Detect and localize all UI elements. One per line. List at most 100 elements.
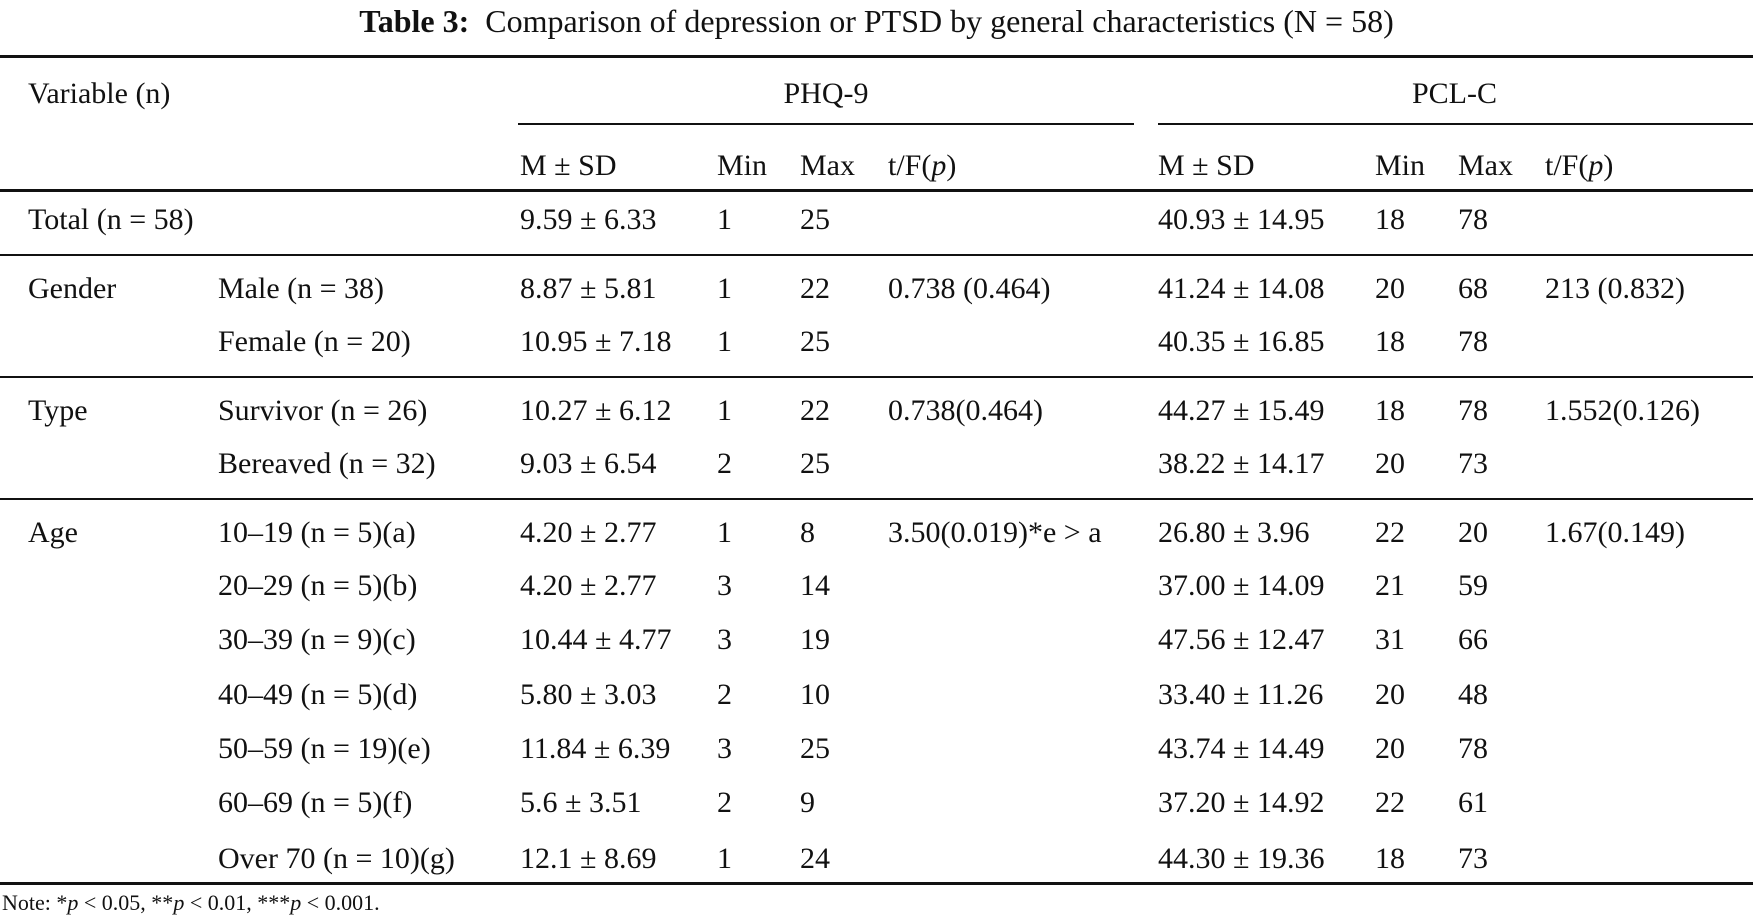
phq-max-cell: 9 <box>800 786 815 819</box>
phq-msd-cell: 10.95 ± 7.18 <box>520 325 672 358</box>
phq-min-cell: 3 <box>717 732 732 765</box>
pcl-max-cell: 73 <box>1458 842 1488 875</box>
tf-text: ) <box>1603 149 1614 182</box>
phq-max-cell: 25 <box>800 203 830 236</box>
pcl-tf-cell: 1.552(0.126) <box>1545 394 1700 427</box>
phq-min-cell: 3 <box>717 569 732 602</box>
pcl-min-cell: 20 <box>1375 272 1405 305</box>
tf-text: ) <box>946 149 957 182</box>
table-label: Table 3: <box>359 3 470 39</box>
pcl-header-max: Max <box>1458 149 1513 182</box>
row-subgroup: 20–29 (n = 5)(b) <box>218 569 418 602</box>
row-category: Type <box>28 394 88 427</box>
phq-header-tf: t/F(p) <box>888 149 956 183</box>
table-note: Note: *p < 0.05, **p < 0.01, ***p < 0.00… <box>2 890 380 916</box>
tf-text: t/F( <box>1545 149 1589 182</box>
phq-min-cell: 1 <box>717 325 732 358</box>
phq-min-cell: 2 <box>717 678 732 711</box>
pcl-max-cell: 78 <box>1458 732 1488 765</box>
header-phq9: PHQ-9 <box>783 77 869 110</box>
gender-rule <box>0 376 1753 378</box>
phq-msd-cell: 10.44 ± 4.77 <box>520 623 672 656</box>
phq-header-min: Min <box>717 149 768 182</box>
phq9-underline <box>518 123 1134 125</box>
pcl-min-cell: 18 <box>1375 394 1405 427</box>
phq-min-cell: 2 <box>717 786 732 819</box>
phq-msd-cell: 8.87 ± 5.81 <box>520 272 657 305</box>
pcl-min-cell: 20 <box>1375 732 1405 765</box>
bottom-rule <box>0 882 1753 885</box>
phq-min-cell: 1 <box>717 203 732 236</box>
tf-p: p <box>1588 149 1604 182</box>
note-p: p <box>290 890 302 915</box>
phq-header-max: Max <box>800 149 855 182</box>
pcl-msd-cell: 40.93 ± 14.95 <box>1158 203 1325 236</box>
pcl-tf-cell: 1.67(0.149) <box>1545 516 1685 549</box>
pcl-min-cell: 20 <box>1375 447 1405 480</box>
pcl-min-cell: 18 <box>1375 325 1405 358</box>
pcl-msd-cell: 44.30 ± 19.36 <box>1158 842 1325 875</box>
phq-max-cell: 22 <box>800 272 830 305</box>
phq-header-msd: M ± SD <box>520 149 617 182</box>
pcl-header-tf: t/F(p) <box>1545 149 1613 183</box>
pcl-max-cell: 78 <box>1458 394 1488 427</box>
pcl-min-cell: 22 <box>1375 516 1405 549</box>
row-subgroup: 60–69 (n = 5)(f) <box>218 786 413 819</box>
pcl-max-cell: 61 <box>1458 786 1488 819</box>
header-variable: Variable (n) <box>28 77 171 110</box>
note-p: p <box>173 890 185 915</box>
phq-max-cell: 22 <box>800 394 830 427</box>
pcl-max-cell: 73 <box>1458 447 1488 480</box>
phq-max-cell: 14 <box>800 569 830 602</box>
pcl-header-min: Min <box>1375 149 1426 182</box>
row-subgroup: 40–49 (n = 5)(d) <box>218 678 418 711</box>
pcl-header-msd: M ± SD <box>1158 149 1255 182</box>
pcl-max-cell: 78 <box>1458 325 1488 358</box>
phq-max-cell: 25 <box>800 447 830 480</box>
phq-min-cell: 1 <box>717 394 732 427</box>
table-caption: Comparison of depression or PTSD by gene… <box>485 3 1394 39</box>
pcl-msd-cell: 38.22 ± 14.17 <box>1158 447 1325 480</box>
phq-msd-cell: 10.27 ± 6.12 <box>520 394 672 427</box>
type-rule <box>0 498 1753 500</box>
row-subgroup: Bereaved (n = 32) <box>218 447 436 480</box>
note-text: Note: * <box>2 890 68 915</box>
pclc-underline <box>1158 123 1753 125</box>
phq-tf-cell: 0.738 (0.464) <box>888 272 1051 305</box>
phq-msd-cell: 5.6 ± 3.51 <box>520 786 642 819</box>
pcl-max-cell: 59 <box>1458 569 1488 602</box>
row-subgroup: Survivor (n = 26) <box>218 394 428 427</box>
phq-msd-cell: 4.20 ± 2.77 <box>520 569 657 602</box>
pcl-min-cell: 21 <box>1375 569 1405 602</box>
row-subgroup: Male (n = 38) <box>218 272 385 305</box>
phq-min-cell: 1 <box>717 842 732 875</box>
pcl-max-cell: 48 <box>1458 678 1488 711</box>
phq-max-cell: 19 <box>800 623 830 656</box>
row-subgroup: Over 70 (n = 10)(g) <box>218 842 455 875</box>
pcl-min-cell: 31 <box>1375 623 1405 656</box>
pcl-min-cell: 22 <box>1375 786 1405 819</box>
pcl-msd-cell: 37.00 ± 14.09 <box>1158 569 1325 602</box>
pcl-max-cell: 66 <box>1458 623 1488 656</box>
phq-max-cell: 8 <box>800 516 815 549</box>
pcl-max-cell: 78 <box>1458 203 1488 236</box>
pcl-msd-cell: 41.24 ± 14.08 <box>1158 272 1325 305</box>
pcl-msd-cell: 43.74 ± 14.49 <box>1158 732 1325 765</box>
phq-max-cell: 25 <box>800 325 830 358</box>
pcl-tf-cell: 213 (0.832) <box>1545 272 1685 305</box>
tf-text: t/F( <box>888 149 932 182</box>
pcl-msd-cell: 47.56 ± 12.47 <box>1158 623 1325 656</box>
note-text: < 0.01, *** <box>184 890 291 915</box>
pcl-msd-cell: 26.80 ± 3.96 <box>1158 516 1310 549</box>
pcl-min-cell: 18 <box>1375 203 1405 236</box>
phq-min-cell: 1 <box>717 272 732 305</box>
phq-min-cell: 2 <box>717 447 732 480</box>
phq-msd-cell: 12.1 ± 8.69 <box>520 842 657 875</box>
pcl-min-cell: 18 <box>1375 842 1405 875</box>
row-subgroup: Female (n = 20) <box>218 325 411 358</box>
phq-max-cell: 25 <box>800 732 830 765</box>
note-p: p <box>67 890 79 915</box>
phq-min-cell: 3 <box>717 623 732 656</box>
pcl-max-cell: 68 <box>1458 272 1488 305</box>
phq-min-cell: 1 <box>717 516 732 549</box>
